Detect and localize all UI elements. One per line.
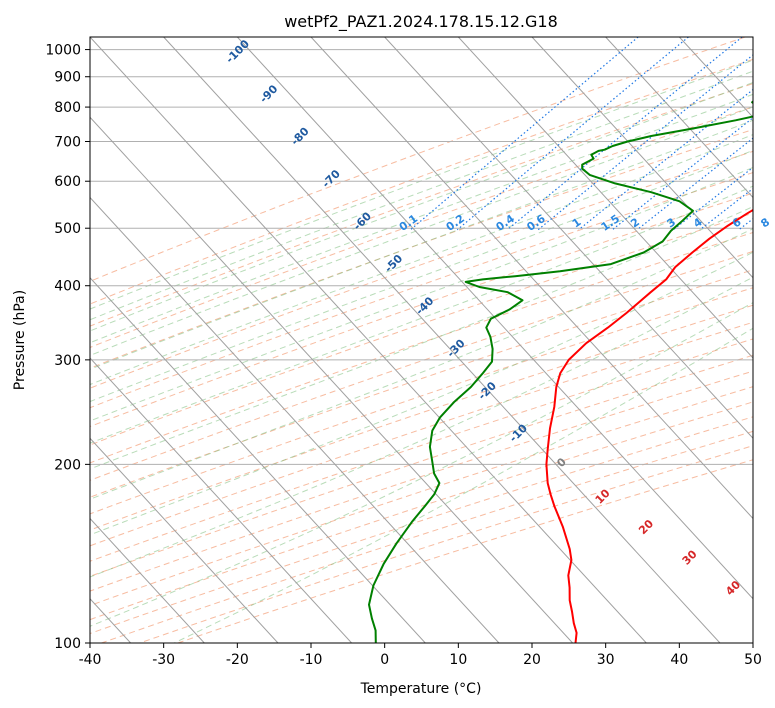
mixing-ratio-line (410, 37, 639, 231)
isotherm-line (163, 37, 721, 643)
dry-adiabat (90, 150, 753, 389)
plot-frame (89, 36, 754, 644)
x-tick-label: 50 (744, 652, 762, 668)
y-tick-label: 100 (54, 636, 81, 652)
mixing-ratio-label: 8 (758, 215, 772, 230)
dry-adiabat (90, 58, 753, 305)
y-tick-label: 900 (54, 70, 81, 86)
isotherm-line (384, 37, 753, 439)
moist-adiabat (90, 166, 753, 422)
y-tick-label: 600 (54, 174, 81, 190)
isotherm-line (90, 357, 353, 643)
background-lines (90, 37, 775, 643)
isotherm-line (236, 37, 753, 600)
isotherm-line (90, 116, 574, 643)
x-tick-label: -30 (152, 652, 175, 668)
temperature-profile (545, 208, 753, 643)
dry-adiabat (90, 354, 753, 577)
moist-adiabat (90, 206, 753, 470)
y-tick-label: 700 (54, 134, 81, 150)
y-tick-label: 500 (54, 221, 81, 237)
moist-adiabat (90, 149, 753, 403)
x-tick-label: 10 (449, 652, 467, 668)
x-tick-label: -40 (79, 652, 102, 668)
y-tick-label: 800 (54, 100, 81, 116)
axis-ticks: -40 -30 -20 -10 0 10 20 30 40 50 100 200 300 400 500 60… (45, 43, 762, 668)
dry-adiabat (90, 212, 753, 446)
mixing-ratio-line (456, 37, 689, 231)
x-tick-label: -10 (300, 652, 323, 668)
isotherm-line (531, 37, 753, 279)
mixing-ratio-line (612, 117, 753, 231)
dry-adiabat (90, 304, 753, 531)
isotherm-line (90, 437, 279, 643)
y-axis-label: Pressure (hPa) (12, 290, 28, 390)
x-tick-label: 40 (670, 652, 688, 668)
dry-adiabat (90, 250, 753, 481)
x-tick-label: 0 (380, 652, 389, 668)
y-tick-label: 400 (54, 279, 81, 295)
moist-adiabat (90, 70, 753, 321)
dry-adiabat (90, 338, 753, 562)
x-tick-label: 30 (597, 652, 615, 668)
chart-title: wetPf2_PAZ1.2024.178.15.12.G18 (284, 12, 558, 32)
moist-adiabat (90, 59, 753, 310)
dry-adiabat (90, 106, 753, 348)
dry-adiabat (90, 386, 753, 607)
x-tick-label: 20 (523, 652, 541, 668)
y-tick-label: 200 (54, 457, 81, 473)
dry-adiabat (90, 128, 753, 369)
isotherm-line (457, 37, 753, 359)
y-tick-label: 1000 (45, 43, 81, 59)
x-tick-label: -20 (226, 652, 249, 668)
dewpoint-profile (368, 100, 753, 643)
mixing-ratio-line (578, 88, 753, 231)
x-axis-label: Temperature (°C) (360, 681, 482, 697)
isotherm-line (90, 277, 426, 643)
moist-adiabat (90, 134, 753, 386)
y-tick-label: 300 (54, 353, 81, 369)
isotherm-line (752, 37, 753, 38)
plot-background (90, 37, 753, 643)
moist-adiabat (90, 228, 753, 500)
isotherm-line (90, 37, 647, 643)
mixing-ratio-line (767, 37, 775, 230)
dry-adiabat (90, 192, 753, 428)
moist-adiabat (90, 302, 753, 627)
mixing-ratio-line (537, 54, 753, 231)
moist-adiabat (173, 327, 753, 643)
isotherm-line (90, 196, 500, 643)
series-layer (368, 100, 753, 643)
isotherm-line (605, 37, 753, 199)
moist-adiabat (90, 93, 753, 344)
isotherm-line (90, 517, 205, 643)
